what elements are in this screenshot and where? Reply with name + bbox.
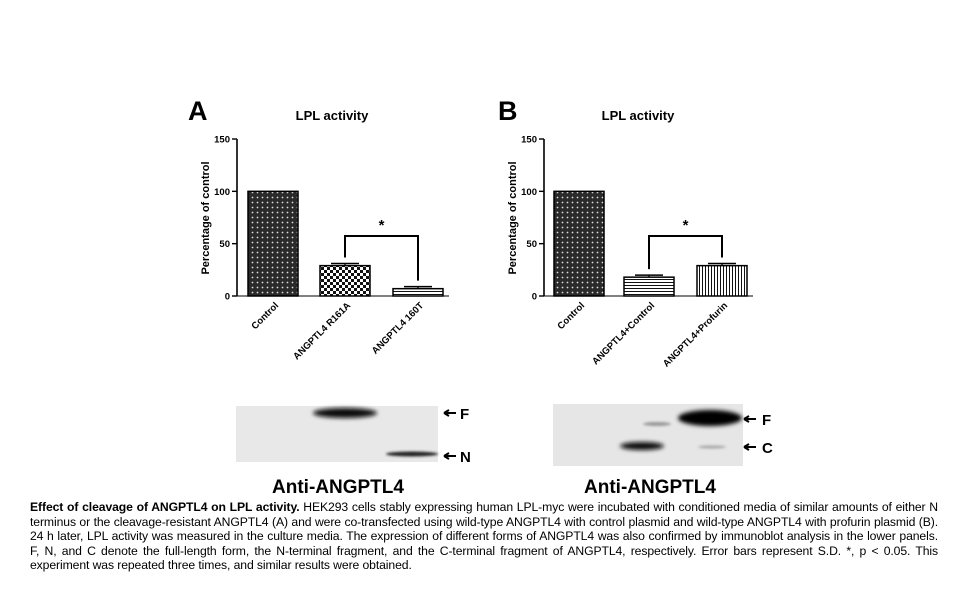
bar <box>247 190 299 297</box>
panel-letter: A <box>188 96 208 126</box>
y-tick-label: 50 <box>526 239 537 250</box>
plot-area: 0 50 100 150 Control ANGPTL4+Control ANGPTL4+P… <box>521 135 753 370</box>
significance-bracket <box>344 235 419 281</box>
band-label-f: F <box>762 412 771 429</box>
caption-title: Effect of cleavage of ANGPTL4 on LPL act… <box>30 500 300 514</box>
y-tick-label: 100 <box>214 187 230 198</box>
y-axis-label: Percentage of control <box>200 161 212 274</box>
figure-caption: Effect of cleavage of ANGPTL4 on LPL act… <box>30 500 938 573</box>
panel-a: A LPL activity Percentage of control 0 50… <box>188 96 471 498</box>
bar <box>623 276 675 297</box>
bar <box>392 287 444 297</box>
x-tick-label: Control <box>249 300 281 332</box>
plot-area: 0 50 100 150 Control ANGPTL4 R161A ANGPTL4 160… <box>214 135 449 362</box>
band-label-f: F <box>460 406 469 423</box>
panel-letter: B <box>498 96 518 126</box>
panel-b: B LPL activity Percentage of control 0 50… <box>498 96 773 498</box>
y-tick-label: 0 <box>532 292 537 303</box>
x-tick-label: Control <box>555 300 587 332</box>
y-tick-label: 50 <box>219 239 230 250</box>
y-tick-label: 150 <box>214 135 230 146</box>
x-tick-label: ANGPTL4+Control <box>590 300 657 367</box>
caption-text: HEK293 cells stably expressing human LPL… <box>30 500 938 573</box>
y-tick-label: 0 <box>225 292 230 303</box>
x-tick-label: ANGPTL4+Profurin <box>661 300 730 369</box>
figure: A LPL activity Percentage of control 0 50… <box>188 96 773 498</box>
y-axis-label: Percentage of control <box>507 161 519 274</box>
x-tick-label: ANGPTL4 160T <box>370 300 426 356</box>
significance-label: * <box>683 217 689 234</box>
x-tick-label: ANGPTL4 R161A <box>291 300 353 362</box>
bar <box>553 190 605 297</box>
bar <box>319 264 371 297</box>
band-label-n: N <box>460 449 471 466</box>
western-blot: F N Anti-ANGPTL4 <box>236 406 471 498</box>
blot-caption: Anti-ANGPTL4 <box>584 477 716 498</box>
significance-bracket <box>648 235 723 270</box>
y-tick-label: 150 <box>521 135 537 146</box>
chart-title: LPL activity <box>602 108 676 123</box>
chart-title: LPL activity <box>296 108 370 123</box>
y-tick-label: 100 <box>521 187 537 198</box>
western-blot: F C Anti-ANGPTL4 <box>553 404 773 498</box>
bar <box>696 264 748 297</box>
band-label-c: C <box>762 440 773 457</box>
significance-label: * <box>379 217 385 234</box>
blot-caption: Anti-ANGPTL4 <box>272 477 404 498</box>
